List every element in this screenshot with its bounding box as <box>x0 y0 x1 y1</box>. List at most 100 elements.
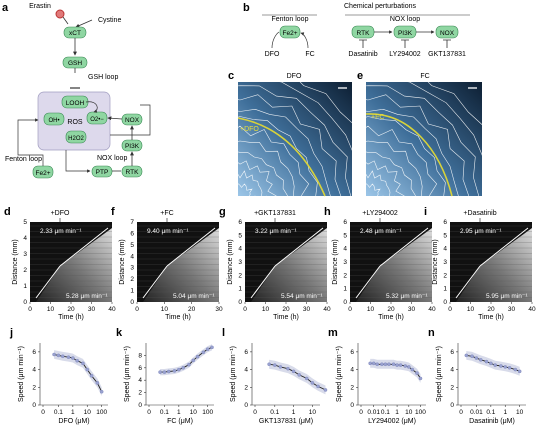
y-tick-label: 1 <box>130 288 134 295</box>
data-point <box>499 364 503 368</box>
data-point <box>181 366 185 370</box>
data-point <box>503 365 508 369</box>
e-label: +FC <box>371 114 384 121</box>
y-tick-label: 0 <box>130 299 134 306</box>
b-rtk-label: RTK <box>357 30 371 37</box>
y-tick-label: 1 <box>23 283 27 290</box>
front-line-after <box>59 227 109 267</box>
b-fe-node <box>279 25 301 39</box>
dose-plot-j: j 0 2 4 6 0 0.1 1 10 100 DFO (μM) Speed (μm min⁻¹) <box>9 327 108 425</box>
y-axis-label: Speed (μm min⁻¹) <box>336 346 343 402</box>
data-point <box>71 356 75 360</box>
fe-label: Fe2+ <box>36 170 51 177</box>
front-line-before <box>35 265 61 299</box>
data-point <box>375 362 379 367</box>
x-tick-label: 0.1 <box>160 409 169 416</box>
speed-after: 5.32 μm min⁻¹ <box>386 293 428 300</box>
panel-letter: i <box>424 206 427 218</box>
b-fc-arrow <box>300 32 309 49</box>
data-point <box>167 369 171 374</box>
b-dasatinib-inhibit <box>359 39 367 48</box>
nox-o2-arrow <box>107 116 123 121</box>
b-fe-label: Fe2+ <box>283 30 298 37</box>
y-tick-label: 3 <box>238 259 242 266</box>
contour-line <box>407 82 482 156</box>
b-title: Chemical perturbations <box>344 3 416 10</box>
y-tick-label: 6 <box>130 230 134 237</box>
data-point <box>297 373 301 377</box>
x-axis-label: GKT137831 (μM) <box>259 418 313 425</box>
gsh-label: GSH <box>68 60 82 67</box>
x-tick-label: 10 <box>190 409 198 416</box>
data-point <box>368 361 372 366</box>
data-point <box>286 366 290 371</box>
contour-line <box>238 170 267 196</box>
front-line-after <box>166 227 216 267</box>
erastin-icon <box>55 9 65 19</box>
y-tick-label: 6 <box>138 365 142 372</box>
x-tick-label: 0.01 <box>470 409 483 416</box>
data-point <box>66 355 71 359</box>
y-tick-label: 2 <box>244 384 248 391</box>
y-tick-label: 4 <box>450 367 454 374</box>
y-tick-label: 0 <box>23 299 27 306</box>
x-tick-label: 30 <box>303 306 311 313</box>
y-tick-label: 2 <box>238 272 242 279</box>
looh-cycle-arrow <box>85 101 98 113</box>
x-tick-label: 40 <box>528 306 536 313</box>
x-axis-label: Dasatinib (μM) <box>469 418 515 425</box>
y-tick-label: 6 <box>450 349 454 356</box>
y-tick-label: 3 <box>443 259 447 266</box>
y-tick-label: 5 <box>130 242 134 249</box>
y-tick-label: 4 <box>130 253 134 260</box>
y-tick-label: 2 <box>343 272 347 279</box>
contour-line <box>366 108 461 196</box>
data-point <box>484 359 489 364</box>
x-tick-label: 100 <box>415 409 426 416</box>
dose-plot-l: l 0 2 4 6 0 0.1 1 10 GKT137831 (μM) Speed (μm min⁻… <box>222 327 328 425</box>
data-point <box>267 362 271 367</box>
y-tick-label: 4 <box>23 235 27 242</box>
y-tick-label: 5 <box>238 232 242 239</box>
speed-after: 5.95 μm min⁻¹ <box>486 293 528 300</box>
ptp-label: PTP <box>96 169 109 176</box>
x-tick-label: 1 <box>292 409 296 416</box>
x-axis-label: FC (μM) <box>167 418 193 425</box>
b-gkt-label: GKT137831 <box>428 51 466 58</box>
y-tick-label: 2 <box>130 276 134 283</box>
nox-feedback <box>110 104 151 136</box>
data-point <box>513 367 518 372</box>
contour-line <box>238 151 288 196</box>
data-point <box>273 363 277 367</box>
data-point <box>479 358 483 362</box>
data-point <box>418 376 423 381</box>
treatment-label: +GKT137831 <box>254 210 296 217</box>
contour-line <box>299 82 352 124</box>
data-point <box>391 362 396 367</box>
c-front-line <box>237 117 326 197</box>
y-tick-label: 4 <box>138 377 142 384</box>
b-nox-label: NOX <box>440 30 455 37</box>
data-point <box>380 362 384 367</box>
y-axis-label: Distance (mm) <box>12 239 19 285</box>
data-point <box>387 362 391 367</box>
data-point <box>205 347 210 351</box>
data-point <box>89 374 94 378</box>
cystine-arrow <box>75 19 93 28</box>
x-tick-label: 0 <box>28 306 32 313</box>
kymo-bright-region <box>143 228 219 302</box>
looh-label: LOOH <box>66 100 85 107</box>
fenton-loop-label: Fenton loop <box>5 156 42 163</box>
contour-line <box>366 160 405 196</box>
contour-line <box>238 94 343 196</box>
x-tick-label: 20 <box>188 306 196 313</box>
y-tick-label: 2 <box>23 267 27 274</box>
front-line-after <box>274 227 324 267</box>
x-tick-label: 40 <box>428 306 436 313</box>
x-tick-label: 30 <box>408 306 416 313</box>
contour-line <box>366 183 384 196</box>
x-tick-label: 0 <box>253 409 257 416</box>
x-tick-label: 0 <box>41 409 45 416</box>
b-dfo-arrow <box>271 31 280 49</box>
